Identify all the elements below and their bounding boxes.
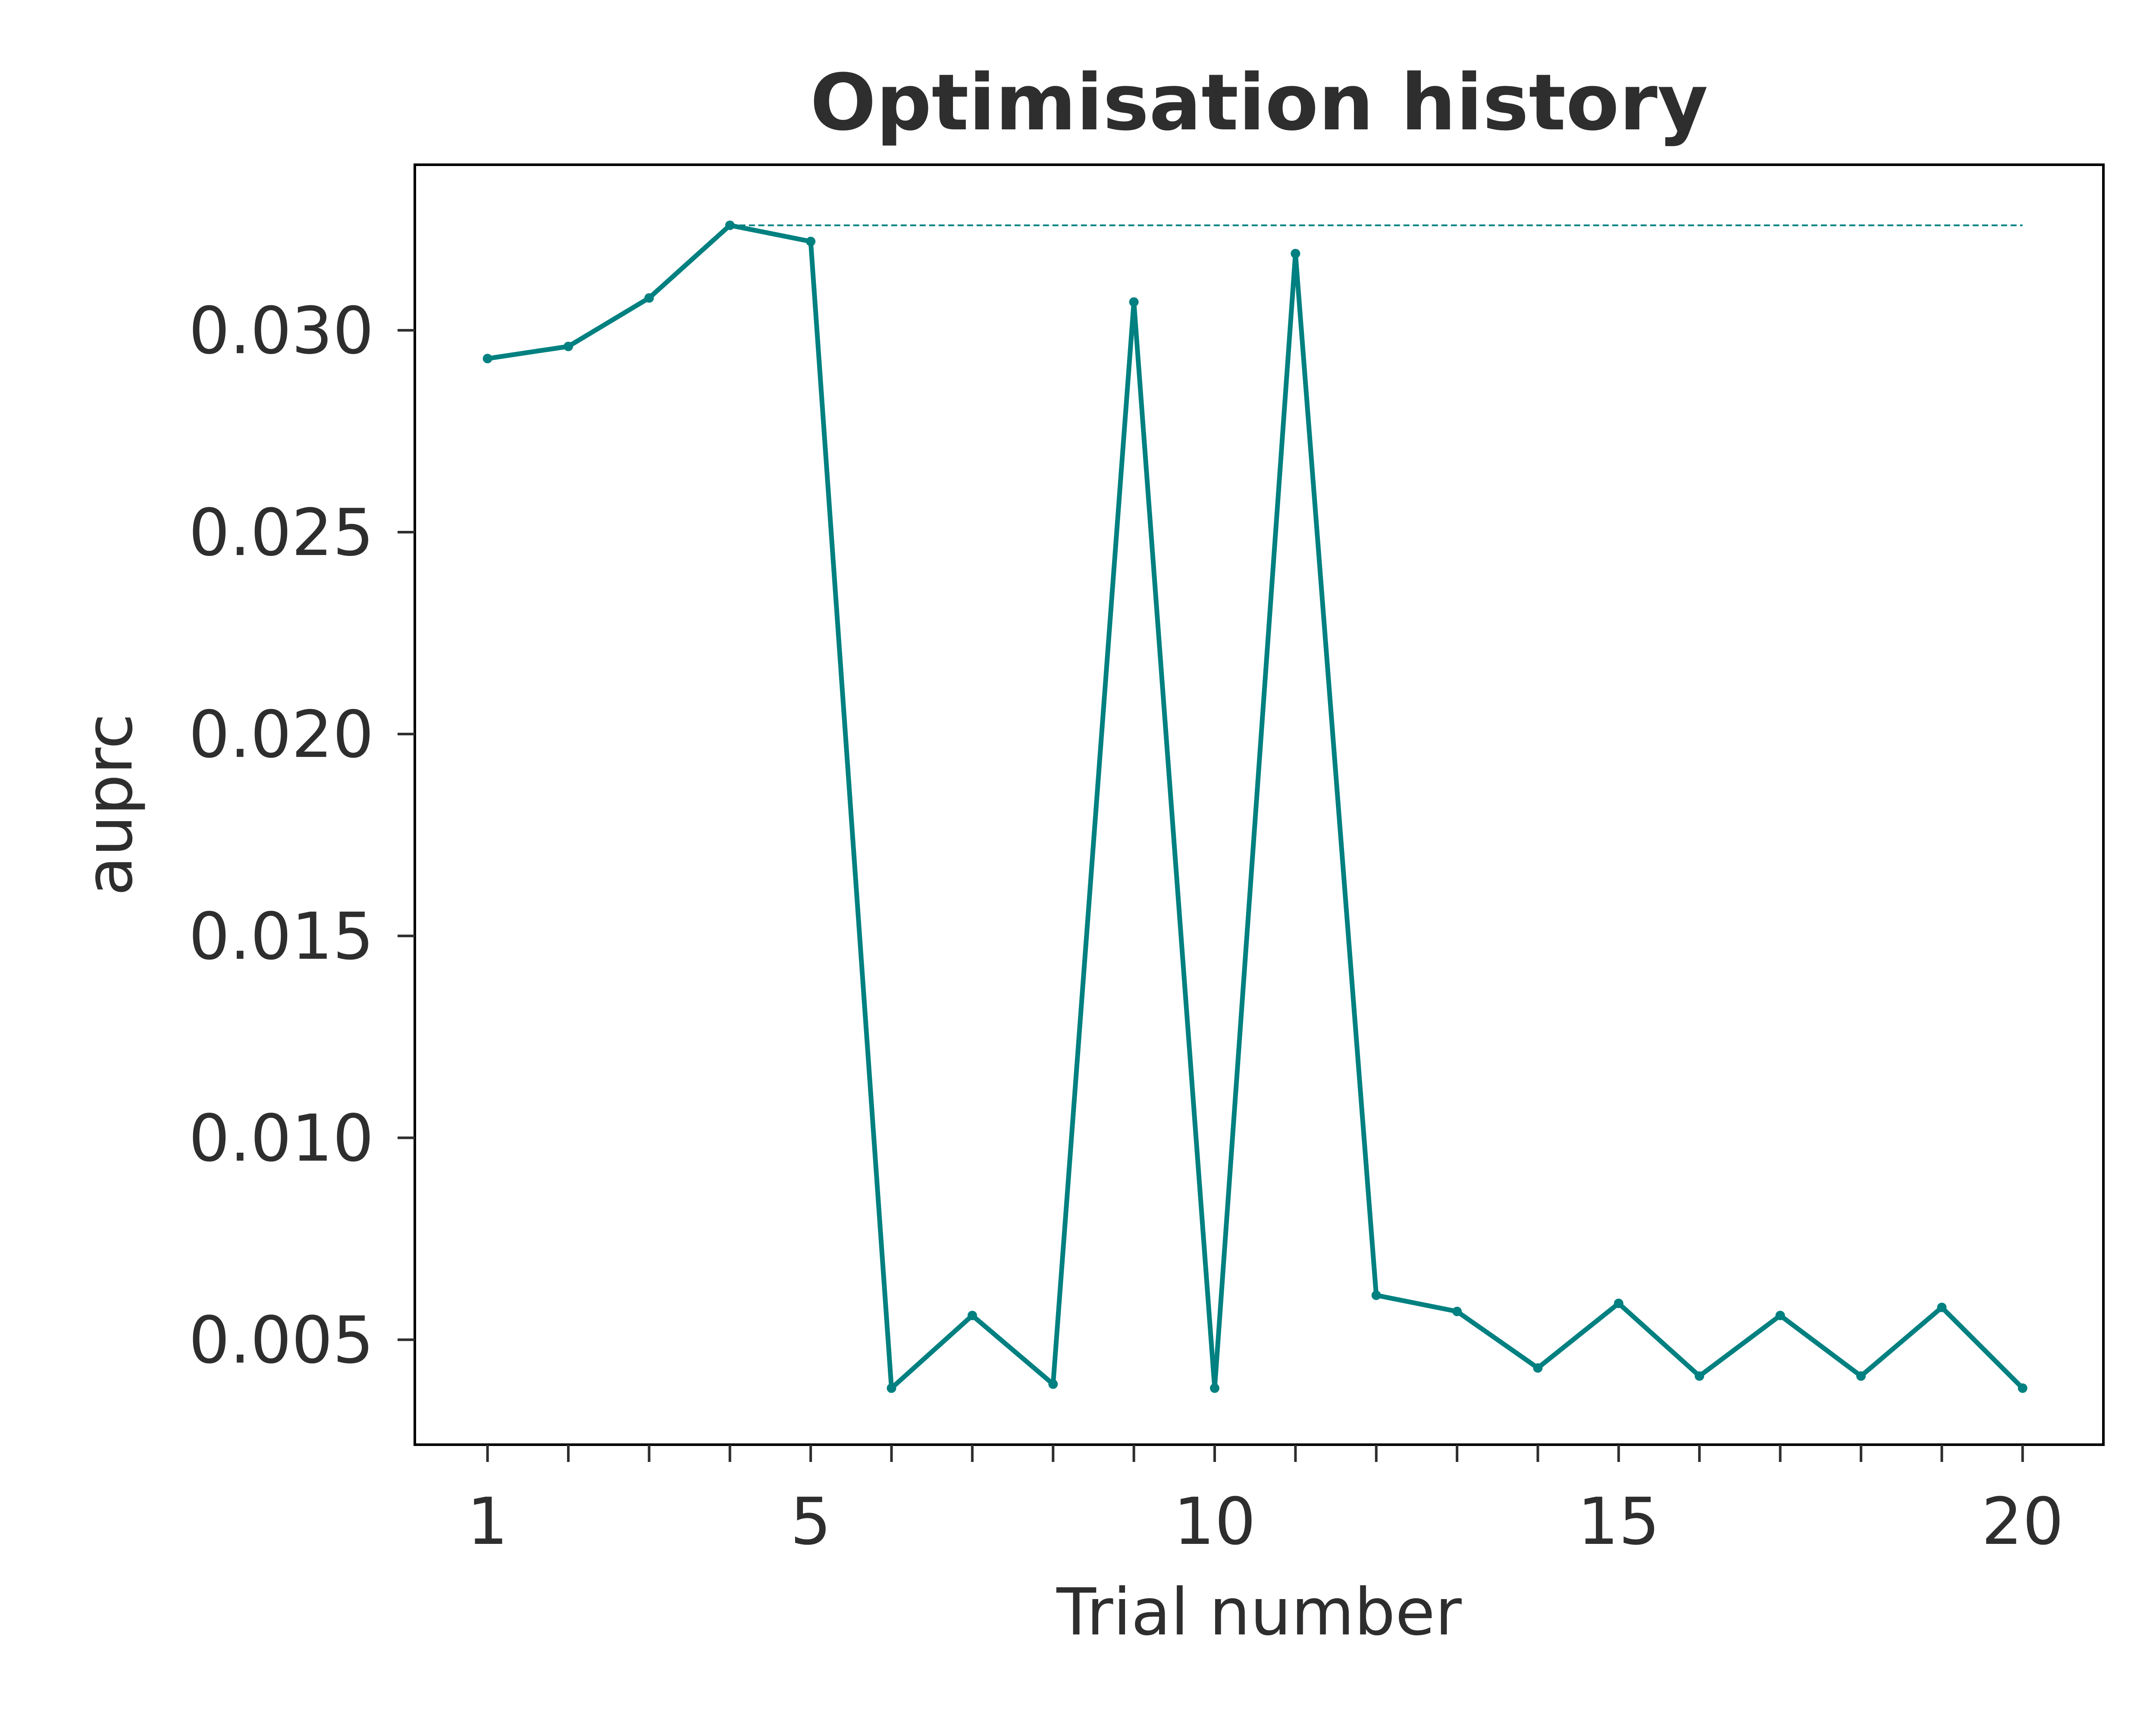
y-tick-label: 0.020 (189, 697, 374, 772)
data-point (1371, 1290, 1381, 1300)
data-point (967, 1311, 977, 1320)
x-axis: 1 5 10 15 20 (467, 1445, 2064, 1559)
x-tick-label: 1 (467, 1484, 508, 1559)
data-point (1210, 1383, 1219, 1393)
y-axis: 0.005 0.010 0.015 0.020 0.025 0.030 (189, 294, 415, 1378)
data-point (2018, 1383, 2028, 1393)
x-tick-label: 10 (1174, 1484, 1256, 1559)
objective-value-line (487, 223, 2024, 1393)
x-tick-label: 20 (1981, 1484, 2064, 1559)
data-point (564, 342, 573, 351)
x-tick-label: 15 (1577, 1484, 1660, 1559)
series-layer (483, 220, 2028, 1393)
data-point (483, 354, 492, 364)
y-tick-label: 0.010 (189, 1101, 374, 1176)
plot-frame (414, 163, 2105, 1446)
data-point (1291, 248, 1300, 258)
data-point (1129, 297, 1139, 307)
y-tick-label: 0.030 (189, 294, 374, 369)
data-point (1937, 1302, 1947, 1312)
data-point (1775, 1311, 1785, 1320)
y-tick-label: 0.005 (189, 1303, 374, 1378)
x-axis-label: Trial number (1056, 1575, 1462, 1650)
data-point (806, 236, 816, 246)
x-tick-label: 5 (790, 1484, 831, 1559)
data-point (1856, 1371, 1866, 1381)
data-point (1695, 1371, 1705, 1381)
data-point (887, 1383, 896, 1393)
data-point (1533, 1363, 1543, 1373)
data-point (1048, 1379, 1058, 1389)
data-point (644, 293, 654, 303)
y-tick-label: 0.015 (189, 899, 374, 974)
chart-title: Optimisation history (810, 58, 1708, 148)
data-point (1614, 1298, 1623, 1308)
y-tick-label: 0.025 (189, 496, 374, 571)
y-axis-label: auprc (72, 713, 147, 896)
data-point (1452, 1307, 1462, 1317)
